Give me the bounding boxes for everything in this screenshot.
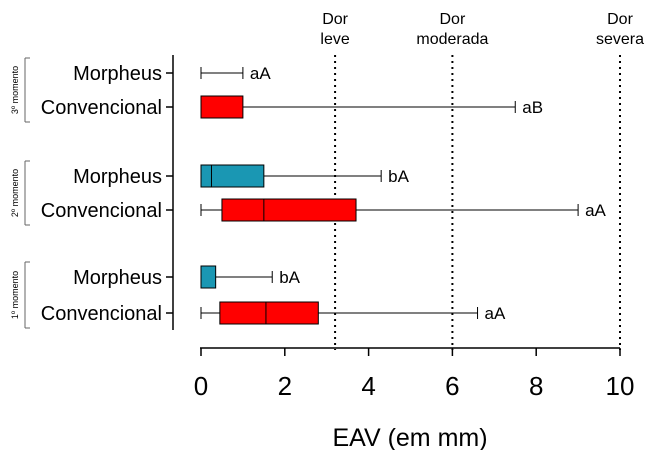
category-label: Convencional: [41, 303, 162, 325]
iqr-box: [219, 301, 319, 325]
reference-line-label: severa: [596, 31, 644, 48]
box-row-morpheus: Morpheus bA: [73, 265, 301, 289]
box-row-convencional: Convencional aB: [41, 95, 543, 119]
reference-line-label: moderada: [416, 31, 488, 48]
significance-annotation: aA: [485, 304, 506, 323]
reference-line-label: Dor: [322, 11, 348, 28]
box-groups: 3º momento Morpheus aA Convencional aB 2º mom…: [10, 57, 607, 329]
iqr-box: [200, 95, 244, 119]
reference-line-label: leve: [320, 31, 349, 48]
x-tick-label: 4: [361, 371, 375, 401]
x-tick-label: 2: [278, 371, 292, 401]
category-label: Convencional: [41, 200, 162, 222]
x-tick-label: 0: [194, 371, 208, 401]
group-3: 1º momento Morpheus bA Convencional aA: [10, 261, 506, 329]
box-row-convencional: Convencional aA: [41, 301, 506, 325]
x-tick-label: 8: [529, 371, 543, 401]
group-label: 2º momento: [10, 169, 20, 217]
group-1: 3º momento Morpheus aA Convencional aB: [10, 57, 543, 123]
category-label: Convencional: [41, 97, 162, 119]
iqr-box: [221, 198, 357, 222]
category-label: Morpheus: [73, 166, 162, 188]
group-2: 2º momento Morpheus bA Convencional aA: [10, 160, 607, 226]
reference-lines: Dor leve Dor moderada Dor severa: [320, 11, 644, 350]
group-label: 1º momento: [10, 271, 20, 319]
significance-annotation: bA: [279, 268, 300, 287]
reference-line-label: Dor: [607, 11, 633, 28]
x-tick-label: 6: [445, 371, 459, 401]
x-axis-label: EAV (em mm): [332, 424, 487, 450]
category-label: Morpheus: [73, 63, 162, 85]
axes: [172, 55, 620, 349]
category-label: Morpheus: [73, 267, 162, 289]
significance-annotation: aA: [585, 201, 606, 220]
significance-annotation: aB: [522, 98, 543, 117]
significance-annotation: bA: [388, 167, 409, 186]
iqr-box: [200, 265, 217, 289]
box-row-convencional: Convencional aA: [41, 198, 607, 222]
box-row-morpheus: Morpheus bA: [73, 164, 410, 188]
x-tick-label: 10: [606, 371, 635, 401]
significance-annotation: aA: [250, 64, 271, 83]
x-axis-ticks: 0 2 4 6 8 10: [194, 348, 635, 401]
box-row-morpheus: Morpheus aA: [73, 63, 271, 85]
group-label: 3º momento: [10, 66, 20, 114]
iqr-box: [200, 164, 265, 188]
reference-line-label: Dor: [440, 11, 466, 28]
